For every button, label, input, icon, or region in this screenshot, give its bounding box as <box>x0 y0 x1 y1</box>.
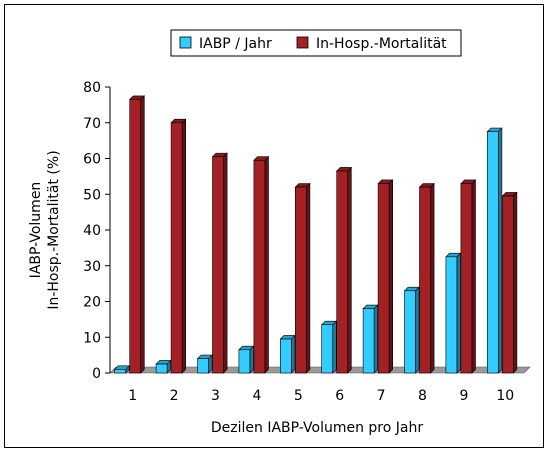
bar-iabp-3 <box>196 354 213 374</box>
bar-iabp-8 <box>403 286 420 374</box>
x-tick-label: 2 <box>170 388 179 404</box>
bar-mortality-10 <box>501 191 518 374</box>
x-ticks: 1 2 3 4 5 6 7 8 9 10 <box>128 388 514 404</box>
x-tick-label: 7 <box>377 388 386 404</box>
bar-iabp-10 <box>486 127 503 374</box>
x-tick-label: 8 <box>418 388 427 404</box>
bars <box>113 95 518 374</box>
bar-side <box>388 179 394 374</box>
bar-front <box>486 131 499 374</box>
bar-front <box>336 170 349 374</box>
bar-side <box>249 345 254 374</box>
bar-front <box>197 358 209 374</box>
bar-side <box>290 334 296 374</box>
x-tick-label: 10 <box>496 388 514 404</box>
legend-swatch-mortality <box>296 36 309 49</box>
bar-iabp-2 <box>155 359 172 374</box>
bar-mortality-7 <box>377 179 394 374</box>
bar-mortality-8 <box>418 182 435 374</box>
bar-mortality-1 <box>128 95 146 374</box>
bar-mortality-2 <box>170 118 187 374</box>
bar-mortality-4 <box>253 155 270 374</box>
bar-side <box>140 95 145 374</box>
y-tick-label: 20 <box>83 295 101 311</box>
y-tick-label: 60 <box>83 152 101 168</box>
bar-side <box>305 182 311 374</box>
bar-mortality-9 <box>460 179 477 374</box>
bar-side <box>373 304 379 374</box>
x-tick-label: 9 <box>459 388 468 404</box>
bar-front <box>129 99 141 374</box>
y-axis-label: IABP-Volumen In-Hosp.-Mortalität (%) <box>28 150 62 309</box>
bar-front <box>362 308 375 374</box>
bar-front <box>294 186 307 374</box>
bar-mortality-3 <box>211 152 228 374</box>
bar-iabp-7 <box>362 304 379 374</box>
bar-mortality-6 <box>335 166 353 374</box>
y-tick-label: 50 <box>83 187 101 203</box>
bar-side <box>456 252 461 374</box>
y-tick-label: 70 <box>83 116 101 132</box>
x-tick-label: 4 <box>252 388 261 404</box>
legend-label-iabp: IABP / Jahr <box>199 36 272 52</box>
bar-side <box>497 127 503 374</box>
legend-label-mortality: In-Hosp.-Mortalität <box>316 36 447 52</box>
legend-box <box>170 29 462 57</box>
bar-front <box>279 338 292 374</box>
bar-iabp-6 <box>320 320 338 374</box>
bar-side <box>223 152 228 374</box>
bar-front <box>253 159 266 374</box>
x-tick-label: 1 <box>128 388 137 404</box>
bar-front <box>321 324 334 374</box>
chart-frame <box>4 4 544 448</box>
y-tick-label: 10 <box>83 330 101 346</box>
legend-swatch-iabp <box>179 36 192 49</box>
bar-side <box>347 166 352 374</box>
bar-front <box>212 156 224 374</box>
bar-iabp-5 <box>279 334 296 374</box>
bar-side <box>332 320 337 374</box>
bar-front <box>460 183 473 374</box>
bar-front <box>501 195 514 374</box>
bar-side <box>415 286 420 374</box>
bar-side <box>430 182 435 374</box>
bar-front <box>170 122 183 374</box>
bar-front <box>238 349 251 374</box>
y-axis-label-line1: IABP-Volumen <box>28 182 44 279</box>
bar-iabp-4 <box>238 345 255 374</box>
bar-side <box>264 155 269 374</box>
bar-front <box>419 186 431 374</box>
legend: IABP / Jahr In-Hosp.-Mortalität <box>170 29 462 57</box>
bar-front <box>445 256 458 374</box>
bar-front <box>377 183 390 374</box>
bar-side <box>471 179 476 374</box>
bar-iabp-9 <box>445 252 462 374</box>
bar-iabp-1 <box>113 365 131 374</box>
bar-front <box>404 290 416 374</box>
y-tick-label: 0 <box>92 366 101 382</box>
bar-side <box>512 191 518 374</box>
y-ticks: 0 10 20 30 40 50 60 70 80 <box>83 80 110 382</box>
bar-front <box>155 363 168 374</box>
bar-front <box>114 369 126 374</box>
y-axis-label-line2: In-Hosp.-Mortalität (%) <box>46 150 62 309</box>
y-tick-label: 80 <box>83 80 101 96</box>
bar-side <box>181 118 186 374</box>
x-tick-label: 3 <box>211 388 220 404</box>
y-tick-label: 30 <box>83 259 101 275</box>
y-tick-label: 40 <box>83 223 101 239</box>
bar-mortality-5 <box>294 182 311 374</box>
x-axis-label: Dezilen IABP-Volumen pro Jahr <box>211 420 423 436</box>
x-tick-label: 6 <box>335 388 344 404</box>
x-tick-label: 5 <box>294 388 303 404</box>
